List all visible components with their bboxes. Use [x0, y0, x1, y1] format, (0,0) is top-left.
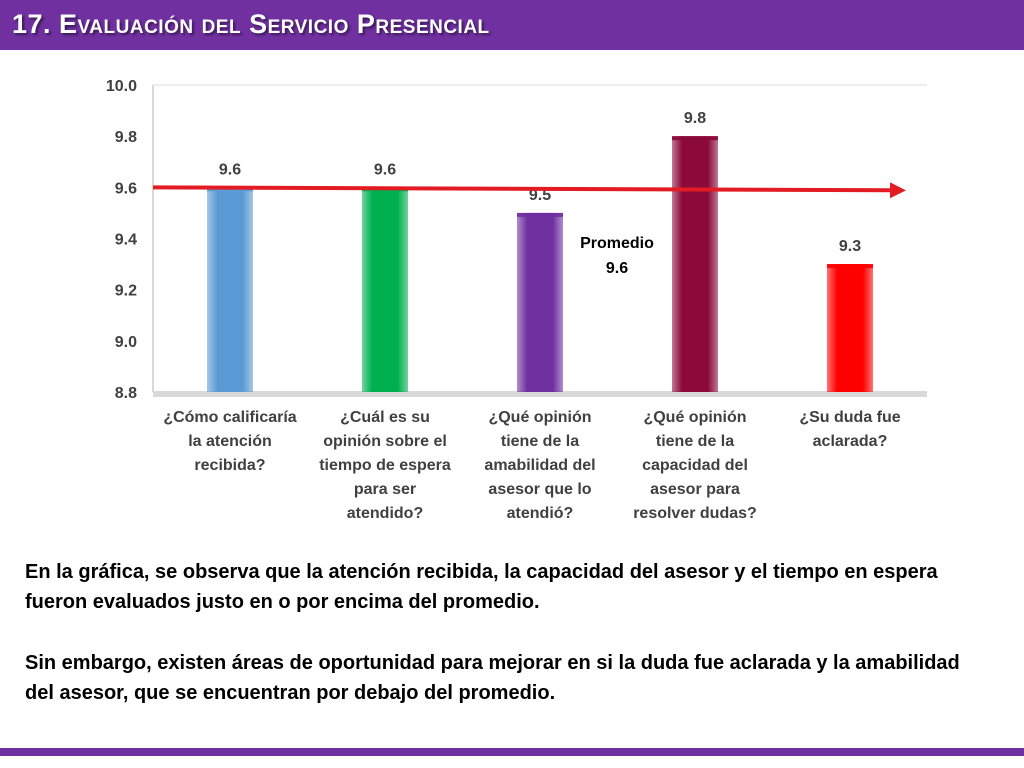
x-tick-label-line: atendió? — [506, 505, 574, 522]
x-tick-label-line: ¿Cómo calificaría — [163, 409, 297, 426]
y-tick-label: 10.0 — [106, 78, 137, 95]
y-tick-label: 9.8 — [115, 129, 137, 146]
x-tick-label-line: tiene de la — [500, 433, 580, 450]
x-tick-label-line: resolver dudas? — [633, 505, 757, 522]
bar-cap — [827, 264, 873, 269]
data-label: 9.8 — [684, 110, 706, 127]
x-tick-label-line: asesor para — [650, 481, 740, 498]
x-tick-label-line: asesor que lo — [488, 481, 592, 498]
x-tick-label-line: ¿Su duda fue — [799, 409, 901, 426]
x-tick-label-line: recibida? — [194, 457, 266, 474]
x-tick-label-line: ¿Qué opinión — [643, 409, 747, 426]
analysis-paragraph-1: En la gráfica, se observa que la atenció… — [25, 561, 938, 613]
bar — [672, 136, 718, 392]
x-tick-label-line: ¿Cuál es su — [340, 409, 430, 426]
x-tick-label-line: capacidad del — [642, 457, 748, 474]
x-tick-label-line: tiene de la — [655, 433, 735, 450]
average-value-label: 9.6 — [606, 260, 628, 277]
x-tick-label: ¿Qué opinión tiene de la capacidad del ases… — [620, 406, 770, 526]
bar-cap — [672, 136, 718, 141]
bar — [362, 187, 408, 392]
data-label: 9.6 — [219, 161, 241, 178]
x-tick-label-line: atendido? — [346, 505, 424, 522]
x-tick-label-line: ¿Qué opinión — [488, 409, 592, 426]
y-tick-label: 9.2 — [115, 283, 137, 300]
analysis-paragraph-2: Sin embargo, existen áreas de oportunida… — [25, 652, 960, 704]
bottom-bar — [0, 748, 1024, 756]
bar — [207, 187, 253, 392]
y-tick-label: 9.4 — [115, 232, 137, 249]
data-label: 9.3 — [839, 238, 861, 255]
x-tick-label: ¿Su duda fue aclarada? — [775, 406, 925, 454]
x-tick-label: ¿Cómo calificaría la atención recibida? — [155, 406, 305, 478]
average-line — [152, 182, 906, 199]
y-tick-label: 9.6 — [115, 180, 137, 197]
x-tick-label-line: para ser — [353, 481, 417, 498]
page-title: 17. Evaluación del Servicio Presencial — [12, 9, 490, 39]
x-axis-floor — [153, 391, 927, 397]
bar-cap — [517, 212, 563, 217]
data-label: 9.6 — [374, 161, 396, 178]
x-tick-label-line: opinión sobre el — [323, 433, 447, 450]
x-tick-label-line: amabilidad del — [484, 457, 596, 474]
bar-chart: 8.8 9.0 9.2 9.4 9.6 9.8 10.0 9.6 9.6 9.5 9.8 9.3 Pro… — [106, 78, 927, 402]
bar — [517, 212, 563, 392]
x-tick-label-line: la atención — [188, 433, 272, 450]
x-tick-label-line: tiempo de espera — [319, 457, 451, 474]
y-tick-label: 9.0 — [115, 334, 137, 351]
average-label: Promedio — [580, 235, 654, 252]
title-bar: 17. Evaluación del Servicio Presencial — [0, 0, 1024, 50]
x-tick-label-line: aclarada? — [812, 433, 888, 450]
data-label: 9.5 — [529, 187, 551, 204]
x-tick-label: ¿Qué opinión tiene de la amabilidad del ase… — [465, 406, 615, 526]
x-tick-label: ¿Cuál es su opinión sobre el tiempo de esp… — [310, 406, 460, 526]
bar — [827, 264, 873, 392]
y-tick-label: 8.8 — [115, 385, 137, 402]
